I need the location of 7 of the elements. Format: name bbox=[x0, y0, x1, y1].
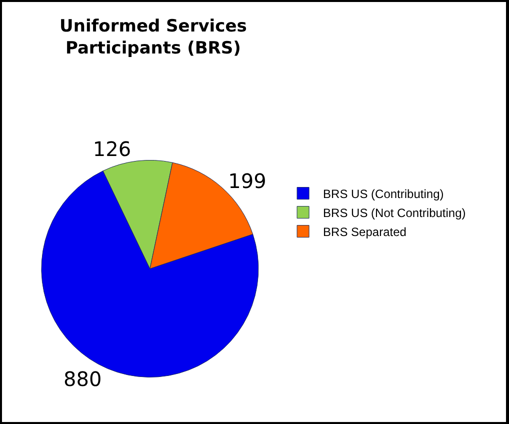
data-label: 880 bbox=[64, 366, 102, 391]
chart-title: Uniformed Services Participants (BRS) bbox=[60, 16, 247, 58]
legend-label: BRS US (Not Contributing) bbox=[323, 206, 466, 220]
legend-label: BRS Separated bbox=[323, 224, 406, 239]
legend-label: BRS US (Contributing) bbox=[323, 186, 444, 201]
data-label: 199 bbox=[228, 169, 266, 194]
data-label: 126 bbox=[92, 137, 132, 162]
